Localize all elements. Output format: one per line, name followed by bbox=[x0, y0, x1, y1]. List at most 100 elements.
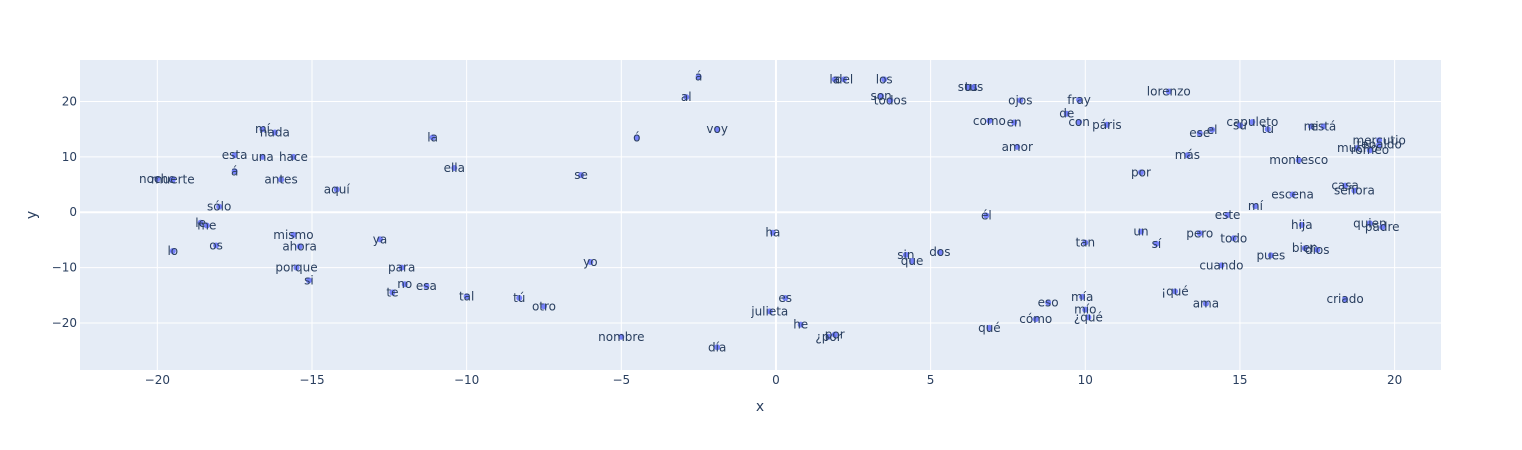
scatter-point[interactable] bbox=[1063, 110, 1070, 117]
scatter-point[interactable] bbox=[333, 186, 340, 193]
scatter-point[interactable] bbox=[1301, 245, 1308, 252]
scatter-point[interactable] bbox=[825, 333, 832, 340]
scatter-point[interactable] bbox=[936, 249, 943, 256]
scatter-point[interactable] bbox=[1366, 147, 1373, 154]
scatter-point[interactable] bbox=[305, 277, 312, 284]
scatter-point[interactable] bbox=[618, 333, 625, 340]
scatter-point[interactable] bbox=[1153, 240, 1160, 247]
scatter-point[interactable] bbox=[290, 231, 297, 238]
scatter-point[interactable] bbox=[1342, 182, 1349, 189]
scatter-point[interactable] bbox=[983, 212, 990, 219]
scatter-point[interactable] bbox=[231, 152, 238, 159]
scatter-point[interactable] bbox=[782, 295, 789, 302]
scatter-point[interactable] bbox=[259, 126, 266, 133]
scatter-point[interactable] bbox=[290, 153, 297, 160]
scatter-point[interactable] bbox=[203, 222, 210, 229]
scatter-point[interactable] bbox=[1076, 119, 1083, 125]
scatter-point[interactable] bbox=[1085, 314, 1092, 321]
scatter-point[interactable] bbox=[429, 134, 436, 141]
scatter-point[interactable] bbox=[1082, 306, 1089, 313]
scatter-point[interactable] bbox=[1224, 212, 1231, 218]
scatter-point[interactable] bbox=[633, 134, 640, 141]
scatter-point[interactable] bbox=[970, 84, 977, 91]
scatter-point[interactable] bbox=[1137, 169, 1144, 176]
scatter-point[interactable] bbox=[1045, 299, 1052, 306]
scatter-point[interactable] bbox=[797, 321, 804, 328]
scatter-point[interactable] bbox=[293, 264, 300, 271]
scatter-point[interactable] bbox=[1354, 145, 1361, 152]
scatter-point[interactable] bbox=[964, 84, 971, 91]
scatter-point[interactable] bbox=[1295, 157, 1302, 164]
scatter-point[interactable] bbox=[1171, 288, 1178, 295]
scatter-point[interactable] bbox=[213, 242, 220, 249]
scatter-point[interactable] bbox=[766, 308, 773, 315]
scatter-point[interactable] bbox=[398, 264, 405, 271]
scatter-point[interactable] bbox=[1379, 224, 1386, 231]
scatter-point[interactable] bbox=[902, 251, 909, 258]
scatter-point[interactable] bbox=[1289, 191, 1296, 198]
scatter-point[interactable] bbox=[296, 243, 303, 250]
scatter-point[interactable] bbox=[887, 97, 894, 104]
scatter-point[interactable] bbox=[1376, 137, 1383, 144]
scatter-point[interactable] bbox=[769, 229, 776, 236]
scatter-point[interactable] bbox=[714, 126, 721, 133]
scatter-point[interactable] bbox=[1209, 126, 1216, 133]
scatter-point[interactable] bbox=[881, 76, 888, 83]
scatter-point[interactable] bbox=[831, 331, 838, 338]
scatter-point[interactable] bbox=[1218, 262, 1225, 269]
scatter-point[interactable] bbox=[1184, 152, 1191, 159]
scatter-point[interactable] bbox=[878, 92, 885, 99]
scatter-point[interactable] bbox=[841, 76, 848, 83]
scatter-point[interactable] bbox=[1314, 246, 1321, 253]
scatter-point[interactable] bbox=[1017, 97, 1024, 104]
scatter-point[interactable] bbox=[1032, 316, 1039, 323]
scatter-point[interactable] bbox=[1267, 252, 1274, 259]
scatter-point[interactable] bbox=[1079, 293, 1086, 300]
scatter-point[interactable] bbox=[695, 73, 702, 80]
scatter-point[interactable] bbox=[1366, 220, 1373, 227]
scatter-point[interactable] bbox=[1351, 187, 1358, 194]
scatter-point[interactable] bbox=[1298, 221, 1305, 228]
scatter-point[interactable] bbox=[587, 259, 594, 266]
scatter-point[interactable] bbox=[1342, 296, 1349, 303]
scatter-point[interactable] bbox=[1252, 203, 1259, 210]
scatter-point[interactable] bbox=[1230, 235, 1237, 242]
scatter-point[interactable] bbox=[1264, 126, 1271, 133]
scatter-point[interactable] bbox=[714, 344, 721, 351]
scatter-point[interactable] bbox=[1196, 130, 1203, 137]
scatter-point[interactable] bbox=[1103, 121, 1110, 128]
scatter-point[interactable] bbox=[1320, 123, 1327, 130]
scatter-point[interactable] bbox=[1249, 119, 1256, 125]
scatter-point[interactable] bbox=[909, 257, 916, 264]
scatter-point[interactable] bbox=[578, 172, 585, 179]
scatter-point[interactable] bbox=[831, 76, 838, 83]
scatter-point[interactable] bbox=[1076, 96, 1083, 103]
scatter-point[interactable] bbox=[259, 153, 266, 160]
scatter-point[interactable] bbox=[1196, 230, 1203, 237]
scatter-point[interactable] bbox=[169, 247, 176, 254]
scatter-point[interactable] bbox=[389, 289, 396, 296]
scatter-point[interactable] bbox=[451, 164, 458, 171]
scatter-point[interactable] bbox=[231, 168, 238, 175]
scatter-point[interactable] bbox=[197, 219, 204, 226]
scatter-point[interactable] bbox=[540, 303, 547, 310]
scatter-point[interactable] bbox=[1014, 143, 1021, 150]
scatter-point[interactable] bbox=[1011, 119, 1018, 126]
scatter-point[interactable] bbox=[516, 295, 523, 302]
scatter-point[interactable] bbox=[986, 117, 993, 124]
scatter-point[interactable] bbox=[1137, 228, 1144, 235]
scatter-point[interactable] bbox=[1082, 239, 1089, 246]
scatter-point[interactable] bbox=[169, 176, 176, 183]
scatter-point[interactable] bbox=[1376, 141, 1383, 148]
scatter-point[interactable] bbox=[216, 203, 223, 210]
scatter-point[interactable] bbox=[401, 281, 408, 288]
scatter-point[interactable] bbox=[1236, 122, 1243, 129]
scatter-point[interactable] bbox=[1308, 123, 1315, 130]
scatter-point[interactable] bbox=[154, 176, 161, 183]
scatter-point[interactable] bbox=[1202, 300, 1209, 307]
scatter-point[interactable] bbox=[423, 282, 430, 289]
scatter-point[interactable] bbox=[683, 94, 690, 101]
scatter-point[interactable] bbox=[1165, 88, 1172, 95]
scatter-point[interactable] bbox=[377, 236, 384, 243]
scatter-point[interactable] bbox=[986, 324, 993, 331]
